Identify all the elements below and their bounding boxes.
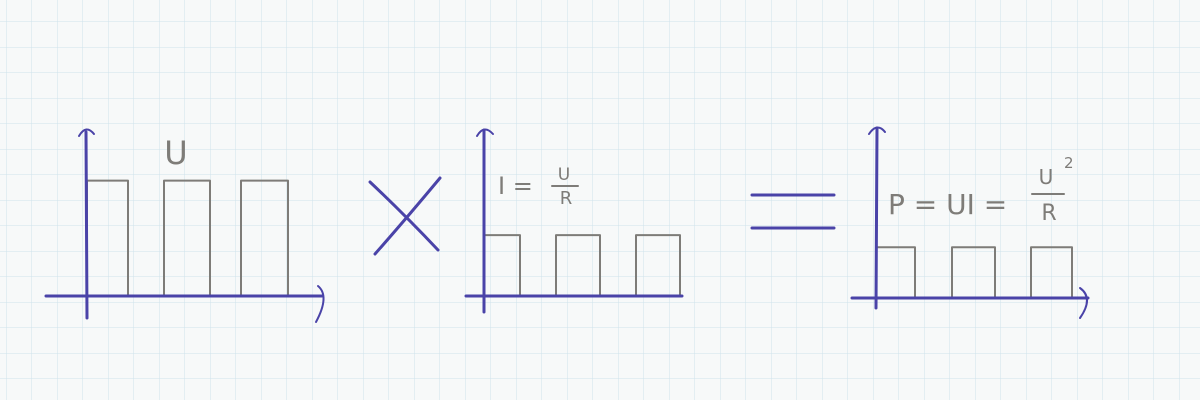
pulse-bar — [1030, 246, 1073, 299]
power-x-arrow-icon — [1079, 287, 1088, 319]
pulse-bar — [163, 179, 211, 297]
multiply-sign-icon — [368, 176, 442, 256]
voltage-label: U — [164, 134, 187, 172]
pulse-bar — [951, 246, 996, 299]
current-y-arrow-icon — [476, 128, 494, 137]
voltage-y-axis — [84, 130, 89, 320]
pulse-bar — [555, 234, 601, 297]
current-label-denominator: R — [560, 188, 573, 209]
chart-power: P = UI = U 2 R — [850, 126, 1090, 319]
pulse-bar — [240, 179, 289, 297]
power-y-axis — [874, 126, 879, 310]
equals-sign-icon — [750, 193, 836, 230]
voltage-x-arrow-icon — [315, 285, 325, 323]
current-label-lhs: I = — [498, 172, 533, 200]
pulse-bar — [635, 234, 681, 297]
power-y-arrow-icon — [868, 126, 886, 135]
power-label-lhs: P = UI = — [888, 188, 1007, 221]
power-label-numerator: U — [1039, 165, 1054, 189]
power-label-denominator: R — [1041, 201, 1056, 226]
current-label-numerator: U — [558, 165, 570, 185]
power-label-exponent: 2 — [1064, 154, 1074, 172]
chart-current: I = U R — [464, 128, 684, 314]
chart-voltage: U — [44, 128, 325, 323]
voltage-y-arrow-icon — [78, 128, 95, 137]
